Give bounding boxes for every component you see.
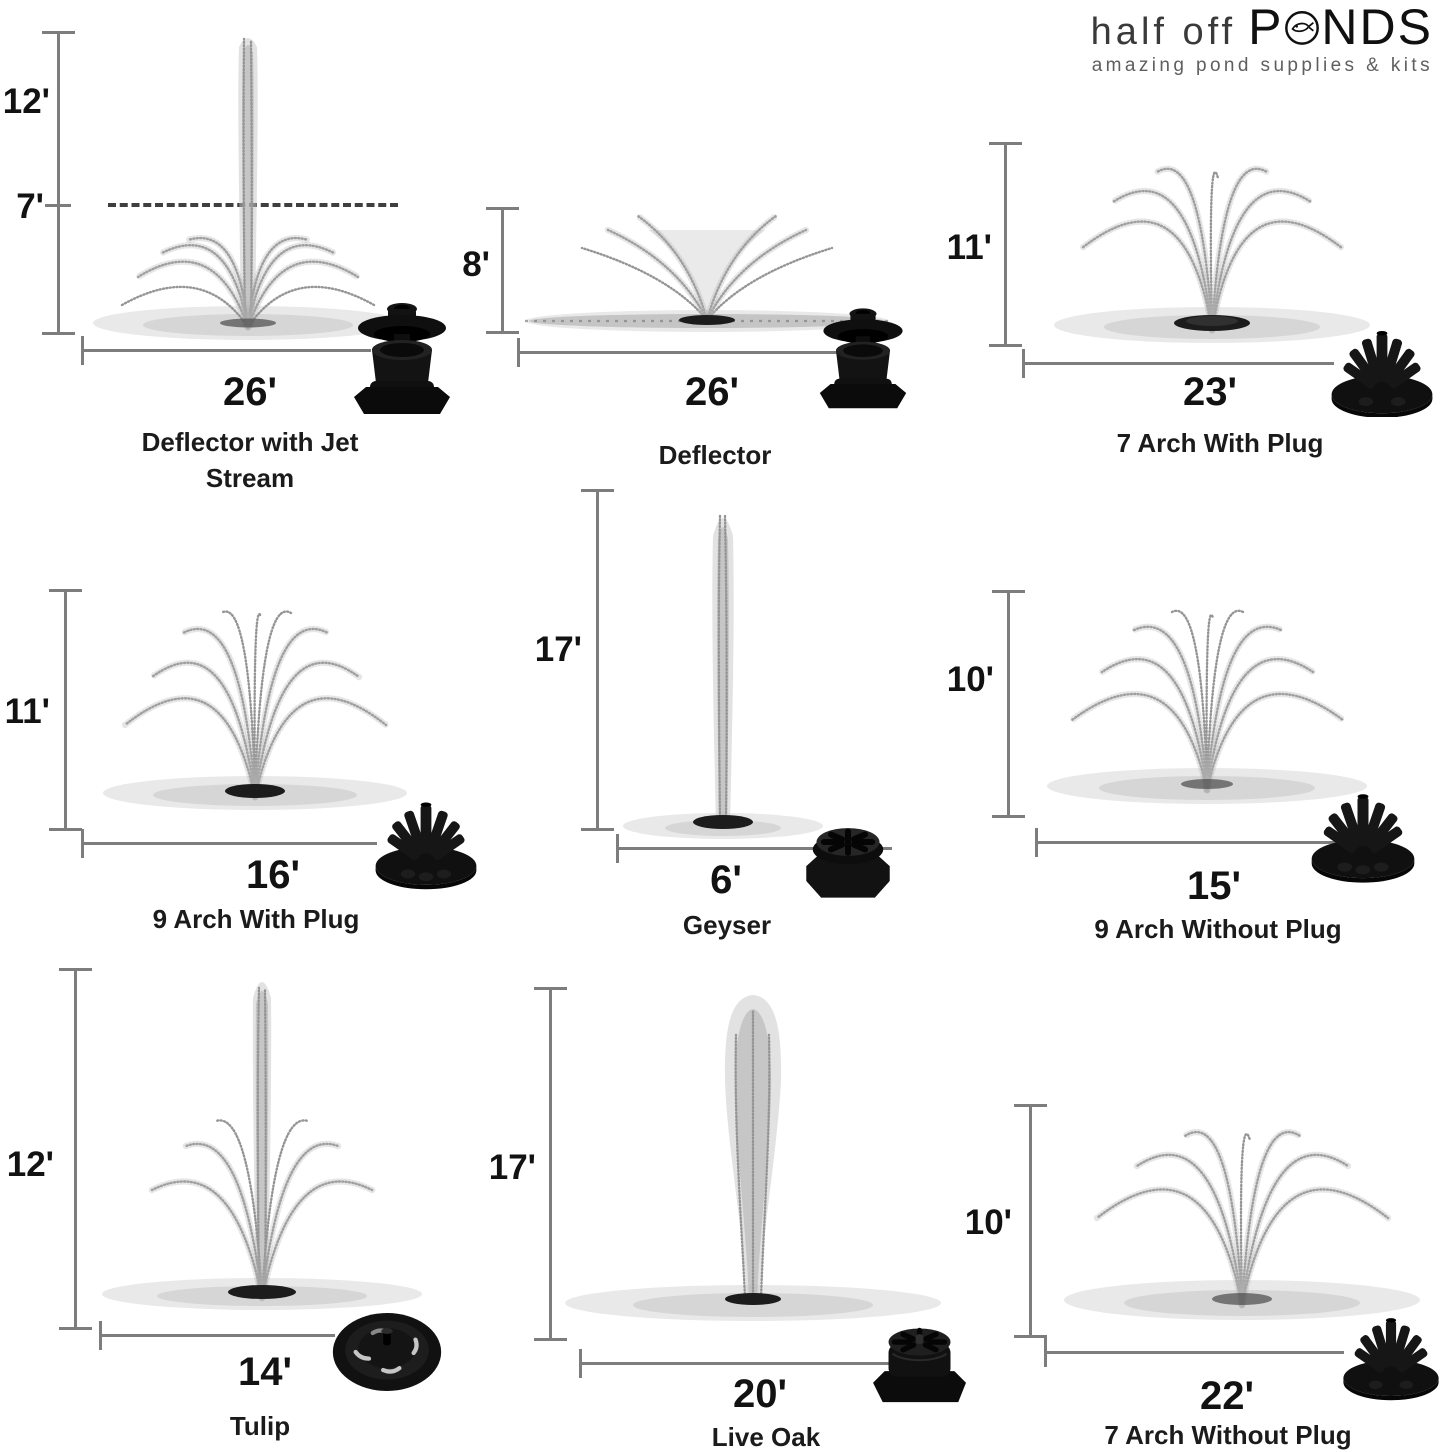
height-label: 12'	[2, 82, 50, 121]
arch-nozzle-photo	[1331, 330, 1433, 417]
panel-title: Deflector with Jet Stream	[141, 427, 359, 494]
fountain-spray-illustration	[1064, 1128, 1420, 1320]
height-label-secondary: 7'	[16, 187, 44, 226]
vertical-ruler	[59, 968, 92, 1330]
vertical-ruler	[42, 31, 75, 335]
width-ruler	[579, 1349, 901, 1378]
fountain-spray-illustration	[623, 514, 823, 839]
vertical-ruler	[989, 142, 1022, 347]
width-ruler	[1044, 1338, 1344, 1367]
height-label: 12'	[6, 1145, 54, 1184]
vertical-ruler	[992, 590, 1025, 818]
width-ruler	[1035, 828, 1335, 857]
brand-name: half off P NDS	[1090, 0, 1433, 55]
fountain-spray-illustration	[102, 982, 422, 1310]
fountain-spray-illustration	[1054, 165, 1370, 343]
arch-nozzle-photo	[1311, 794, 1415, 883]
brand-prefix: half off	[1090, 11, 1237, 53]
vertical-ruler	[534, 987, 567, 1341]
width-ruler	[517, 338, 887, 367]
height-label: 11'	[946, 228, 992, 267]
width-label: 15'	[1186, 864, 1241, 908]
arch-nozzle-photo	[1343, 1318, 1439, 1401]
width-ruler	[99, 1321, 335, 1350]
fish-in-o-icon	[1283, 4, 1321, 45]
vertical-ruler	[581, 489, 614, 831]
height-label: 17'	[488, 1148, 536, 1187]
panel-title: 7 Arch Without Plug	[1104, 1420, 1352, 1450]
fountain-spray-illustration	[103, 610, 407, 810]
fountain-spray-illustration	[565, 995, 941, 1321]
panel-title: Live Oak	[711, 1422, 821, 1452]
fountain-spray-illustration	[93, 37, 403, 340]
width-ruler	[1022, 349, 1334, 378]
width-label: 16'	[245, 853, 300, 897]
vertical-ruler	[1014, 1104, 1047, 1338]
vertical-ruler	[49, 589, 82, 831]
panel-title: Deflector	[658, 440, 772, 470]
width-ruler	[81, 829, 377, 858]
vertical-ruler	[486, 207, 519, 334]
panel-title: 9 Arch Without Plug	[1094, 914, 1342, 944]
deflector-nozzle-photo	[354, 303, 450, 414]
live-oak-nozzle-photo	[873, 1327, 966, 1403]
panel-title: Geyser	[682, 910, 772, 940]
height-label: 10'	[964, 1203, 1012, 1242]
height-label: 11'	[4, 692, 50, 731]
width-label: 14'	[237, 1350, 292, 1394]
height-label: 10'	[946, 660, 994, 699]
seven-foot-tick	[45, 204, 71, 207]
deflector-nozzle-photo	[819, 308, 907, 409]
panel-title: 9 Arch With Plug	[152, 904, 360, 934]
brand-logo: half off P NDS amazing pond supplies & kit…	[1091, 2, 1433, 77]
width-label: 22'	[1199, 1374, 1254, 1418]
width-label: 6'	[710, 858, 742, 902]
fountain-spray-illustration	[1047, 609, 1367, 804]
width-label: 23'	[1182, 370, 1237, 414]
width-ruler	[616, 834, 892, 863]
height-label: 8'	[462, 245, 490, 284]
width-label: 26'	[684, 370, 739, 414]
brand-tagline: amazing pond supplies & kits	[1091, 55, 1433, 76]
arch-nozzle-photo	[375, 802, 477, 890]
tulip-nozzle-photo	[332, 1313, 442, 1391]
width-ruler	[81, 336, 371, 365]
height-label: 17'	[534, 630, 582, 669]
width-label: 26'	[222, 370, 277, 414]
fountain-spray-illustration	[525, 212, 890, 332]
geyser-nozzle-photo	[806, 828, 890, 898]
panel-title: Tulip	[229, 1411, 291, 1441]
width-label: 20'	[732, 1372, 787, 1416]
panel-title: 7 Arch With Plug	[1116, 428, 1324, 458]
